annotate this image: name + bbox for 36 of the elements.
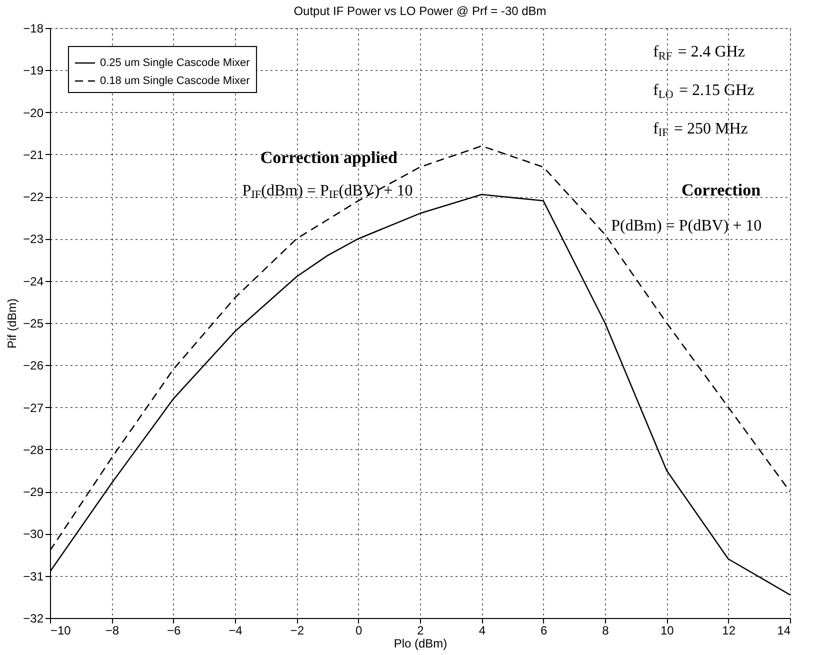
y-tick-label: −30: [23, 527, 44, 542]
x-tick-label: 10: [660, 624, 674, 638]
x-tick-label: −8: [105, 624, 120, 638]
annotation: Correction applied: [260, 148, 398, 167]
y-tick-label: −25: [23, 316, 44, 330]
y-tick-label: −22: [23, 190, 44, 204]
legend-label: 0.18 um Single Cascode Mixer: [100, 75, 250, 87]
x-tick-label: −2: [290, 624, 304, 638]
x-tick-label: 4: [478, 624, 486, 638]
y-tick-label: −28: [23, 442, 44, 457]
y-tick-label: −26: [23, 358, 44, 373]
y-tick-label: −31: [23, 569, 44, 584]
x-tick-label: 6: [540, 624, 548, 638]
annotation: P(dBm) = P(dBV) + 10: [611, 218, 762, 235]
y-tick-label: −21: [23, 148, 44, 162]
y-tick-label: −32: [23, 612, 44, 626]
x-tick-label: −4: [228, 624, 243, 638]
x-tick-label: 8: [602, 624, 610, 638]
y-tick-label: −18: [23, 22, 44, 36]
y-tick-label: −23: [23, 232, 44, 246]
y-tick-label: −24: [23, 274, 44, 288]
x-tick-label: 0: [355, 624, 362, 638]
y-tick-label: −20: [23, 106, 44, 120]
y-axis-title: Pif (dBm): [5, 298, 20, 349]
x-tick-label: −6: [166, 624, 181, 638]
x-tick-label: −10: [50, 624, 72, 638]
y-tick-label: −27: [23, 400, 44, 415]
legend-label: 0.25 um Single Cascode Mixer: [100, 57, 250, 69]
y-tick-label: −19: [23, 64, 44, 78]
y-tick-label: −29: [23, 485, 44, 500]
x-axis-title: Plo (dBm): [394, 636, 448, 650]
x-tick-label: 2: [417, 624, 424, 638]
x-tick-label: 12: [722, 624, 736, 638]
chart-title: Output IF Power vs LO Power @ Prf = -30 dBm: [294, 4, 546, 18]
x-tick-label: 14: [777, 624, 791, 638]
annotation: Correction: [682, 180, 762, 200]
